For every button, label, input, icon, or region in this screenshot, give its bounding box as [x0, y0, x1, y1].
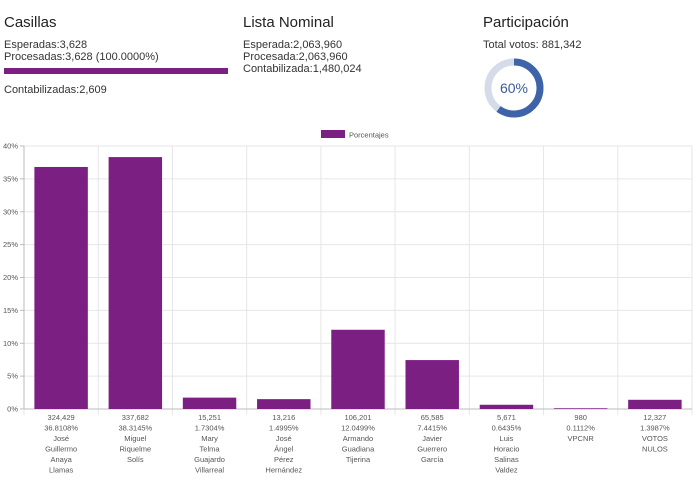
x-label-name: VPCNR: [568, 434, 595, 443]
lista-nominal-title: Lista Nominal: [243, 14, 334, 31]
x-label-name: Valdez: [495, 466, 518, 475]
x-label-name: Solís: [127, 455, 144, 464]
y-tick-label: 40%: [3, 142, 18, 151]
x-label-votes: 13,216: [272, 413, 295, 422]
x-label-votes: 12,327: [643, 413, 666, 422]
x-label-name: Horacio: [494, 445, 520, 454]
x-label-percent: 0.6435%: [492, 424, 522, 433]
x-label-name: José: [53, 434, 69, 443]
y-tick-label: 20%: [3, 273, 18, 282]
casillas-progress-fill: [4, 68, 228, 74]
y-tick-label: 35%: [3, 174, 18, 183]
y-tick-label: 5%: [7, 372, 18, 381]
casillas-title: Casillas: [4, 14, 57, 31]
x-label-name: Javier: [422, 434, 443, 443]
x-label-name: Ángel: [274, 445, 294, 454]
x-label-votes: 15,251: [198, 413, 221, 422]
y-tick-label: 25%: [3, 240, 18, 249]
bar: [108, 157, 163, 409]
casillas-esperadas: Esperadas:3,628: [4, 39, 88, 51]
lista-esperada: Esperada:2,063,960: [243, 39, 343, 51]
donut-percent-label: 60%: [499, 80, 529, 96]
bar: [331, 329, 385, 409]
bar: [34, 166, 88, 409]
x-label-name: Hernández: [265, 466, 302, 475]
x-label-name: VOTOS: [642, 434, 668, 443]
legend-swatch: [321, 130, 345, 138]
y-tick-label: 15%: [3, 306, 18, 315]
x-label-name: Guadiana: [342, 445, 375, 454]
lista-procesada: Procesada:2,063,960: [243, 51, 348, 63]
legend-label: Porcentajes: [349, 131, 389, 140]
participacion-title: Participación: [483, 14, 569, 31]
x-label-votes: 980: [574, 413, 587, 422]
x-label-percent: 38.3145%: [118, 424, 152, 433]
casillas-contabilizadas: Contabilizadas:2,609: [4, 84, 107, 96]
participacion-panel: Participación Total votos: 881,342: [483, 14, 683, 51]
y-tick-label: 30%: [3, 207, 18, 216]
participacion-total: Total votos: 881,342: [483, 39, 582, 51]
bar-chart: Porcentajes 0% 5% 10% 15% 20% 25% 30% 35% 40% 324,…: [3, 130, 693, 475]
x-label-votes: 106,201: [344, 413, 371, 422]
x-label-votes: 5,671: [497, 413, 516, 422]
x-label-name: Mary: [201, 434, 218, 443]
y-tick-label: 0%: [7, 405, 18, 414]
x-label-name: Miguel: [124, 434, 146, 443]
x-label-name: Villarreal: [195, 466, 224, 475]
x-label-name: Guerrero: [417, 445, 447, 454]
x-label-name: Tijerina: [346, 455, 371, 464]
x-label-votes: 337,682: [122, 413, 149, 422]
donut-svg: [484, 58, 544, 118]
bar: [182, 397, 237, 409]
x-label-votes: 65,585: [421, 413, 444, 422]
bar: [479, 404, 534, 409]
lista-contabilizada: Contabilizada:1,480,024: [243, 63, 362, 75]
lista-nominal-panel: Lista Nominal Esperada:2,063,960 Procesa…: [243, 14, 443, 75]
x-label-name: NULOS: [642, 445, 668, 454]
casillas-progress-bar: [4, 68, 228, 74]
x-label-percent: 7.4415%: [417, 424, 447, 433]
bar: [405, 360, 459, 409]
x-label-percent: 1.7304%: [195, 424, 225, 433]
casillas-procesadas: Procesadas:3,628 (100.0000%): [4, 51, 159, 63]
x-label-name: Pérez: [274, 455, 294, 464]
x-label-percent: 1.3987%: [640, 424, 670, 433]
x-label-name: Guillermo: [45, 445, 77, 454]
bar: [628, 399, 682, 409]
x-label-percent: 1.4995%: [269, 424, 299, 433]
x-label-votes: 324,429: [48, 413, 75, 422]
x-label-name: Luis: [500, 434, 514, 443]
x-label-name: José: [276, 434, 292, 443]
x-label-name: Llamas: [49, 466, 73, 475]
donut-arc: [484, 58, 544, 118]
x-label-name: Armando: [343, 434, 373, 443]
bar: [553, 408, 608, 409]
x-label-percent: 0.1112%: [566, 424, 595, 433]
casillas-panel: Casillas Esperadas:3,628 Procesadas:3,62…: [4, 14, 230, 96]
x-label-name: García: [421, 455, 444, 464]
x-label-percent: 12.0499%: [341, 424, 375, 433]
y-tick-label: 10%: [3, 339, 18, 348]
bar: [257, 399, 311, 409]
x-label-name: Riquelme: [119, 445, 151, 454]
x-label-name: Telma: [200, 445, 221, 454]
x-label-name: Salinas: [494, 455, 519, 464]
x-label-name: Anaya: [50, 455, 72, 464]
x-label-name: Guajardo: [194, 455, 225, 464]
participacion-donut: 60%: [484, 58, 544, 118]
x-label-percent: 36.8108%: [44, 424, 78, 433]
